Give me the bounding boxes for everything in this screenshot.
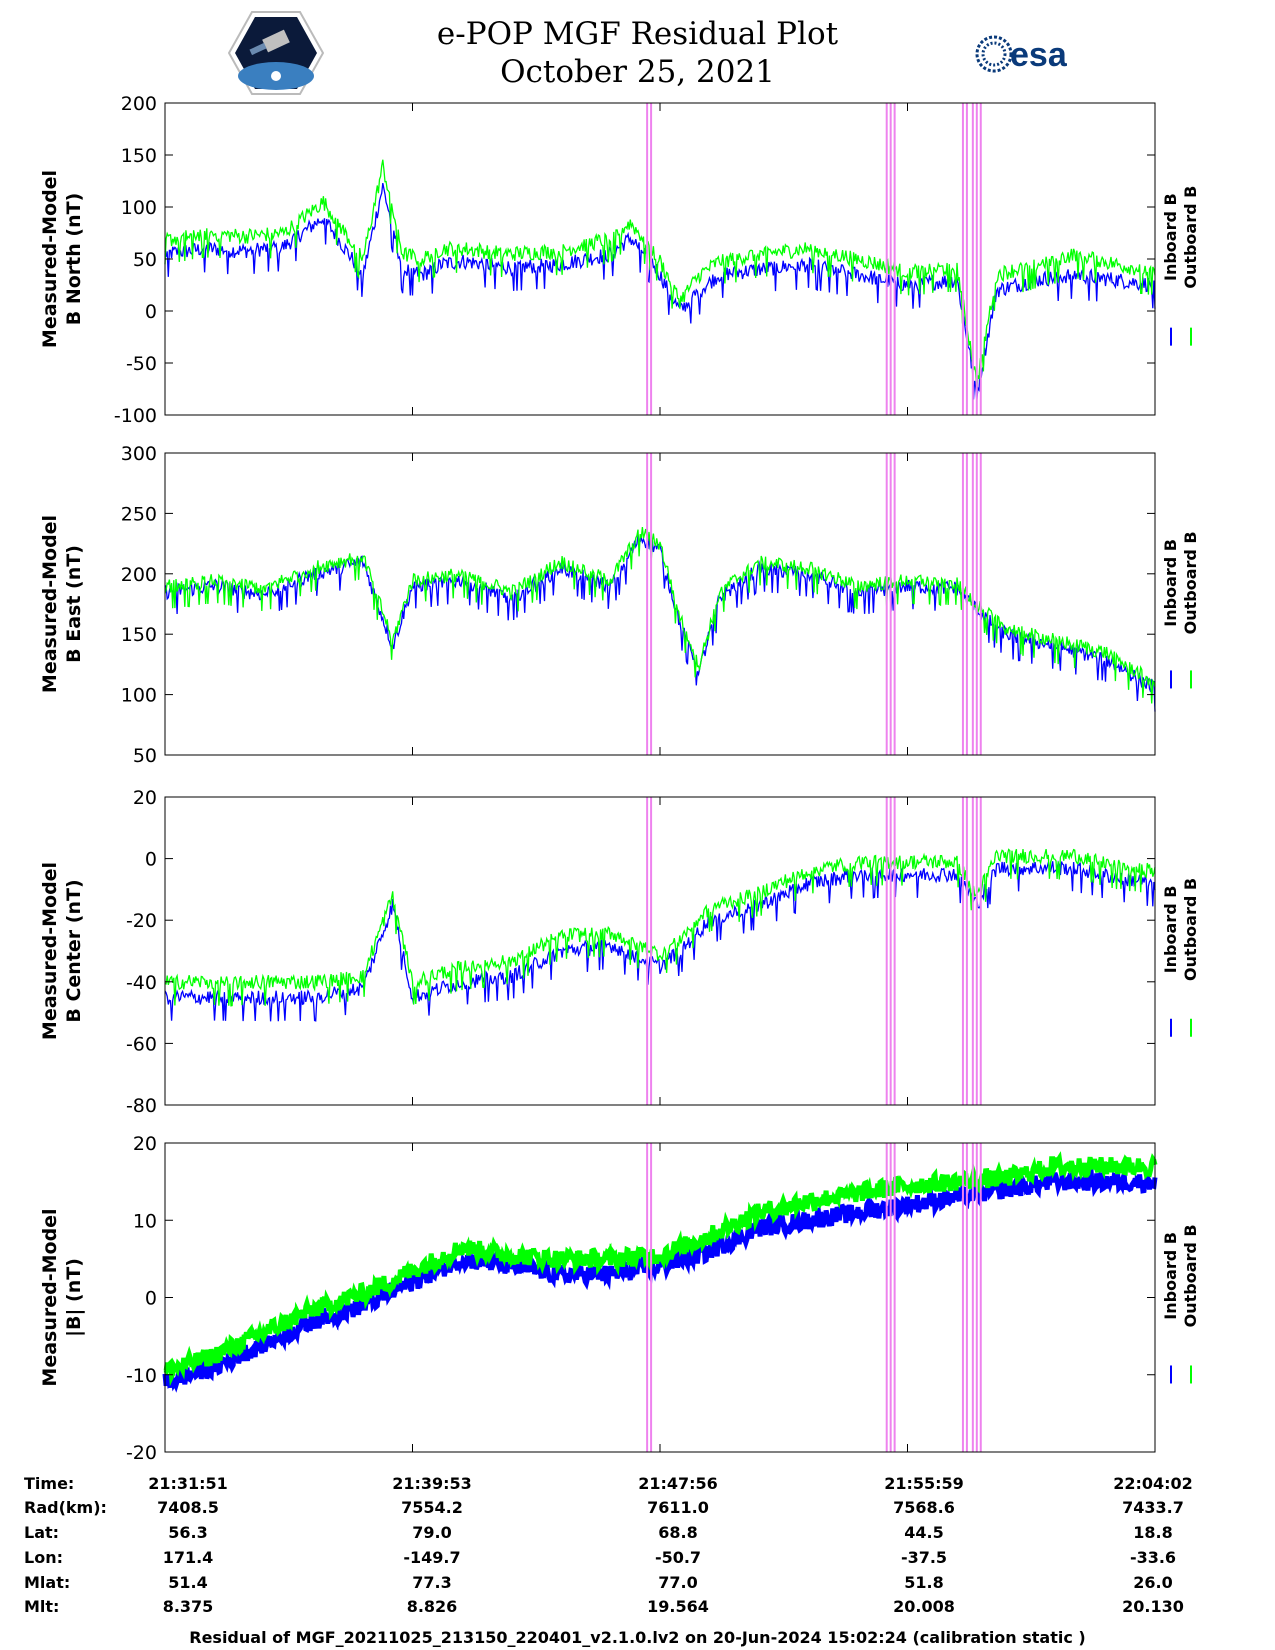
series-inboard-line <box>162 1168 1158 1393</box>
table-cell: 79.0 <box>412 1523 452 1542</box>
table-cell: -33.6 <box>1129 1548 1177 1567</box>
table-row-label: Mlt: <box>24 1597 60 1616</box>
table-cell: 7611.0 <box>647 1498 709 1517</box>
chart-title-line2: October 25, 2021 <box>500 54 775 90</box>
y-tick-label: 20 <box>133 1133 157 1155</box>
table-cell: -50.7 <box>654 1548 702 1567</box>
table-row-label: Lat: <box>24 1523 60 1542</box>
legend-label: Inboard B <box>1161 886 1180 974</box>
table-cell: 44.5 <box>904 1523 944 1542</box>
y-tick-label: 50 <box>133 249 157 271</box>
table-cell: 21:55:59 <box>884 1474 964 1493</box>
y-axis-label: Measured-Model <box>39 515 61 693</box>
legend-label: Inboard B <box>1161 1232 1180 1320</box>
y-tick-label: 0 <box>145 849 157 871</box>
panel-4: -20 -10 0 10 20 Measured-Model |B| (nT) Inboard… <box>39 1133 1200 1464</box>
footer-caption: Residual of MGF_20211025_213150_220401_v… <box>189 1628 1086 1647</box>
series-inboard-line <box>164 182 1156 401</box>
series-inboard-line <box>164 860 1156 1022</box>
y-tick-label: 200 <box>121 564 157 586</box>
table-cell: 21:31:51 <box>148 1474 228 1493</box>
y-tick-label: 300 <box>121 443 157 465</box>
table-cell: 21:47:56 <box>638 1474 718 1493</box>
legend-label: Inboard B <box>1161 193 1180 281</box>
y-tick-label: 150 <box>121 624 157 646</box>
table-cell: 77.3 <box>412 1573 452 1592</box>
y-tick-label: 20 <box>133 787 157 809</box>
table-cell: 26.0 <box>1133 1573 1173 1592</box>
table-cell: 51.8 <box>904 1573 944 1592</box>
y-tick-label: -50 <box>126 353 157 375</box>
y-tick-label: -20 <box>126 1442 157 1464</box>
esa-swirl-icon: esa <box>975 35 1068 74</box>
table-cell: 22:04:02 <box>1113 1474 1193 1493</box>
legend-label: Inboard B <box>1161 539 1180 627</box>
plot-frame <box>164 452 1156 756</box>
y-tick-label: 10 <box>133 1210 157 1232</box>
table-cell: 171.4 <box>162 1548 214 1567</box>
y-tick-label: 250 <box>121 503 157 525</box>
table-cell: 19.564 <box>647 1597 709 1616</box>
y-axis-label: Measured-Model <box>39 170 61 348</box>
table-cell: 56.3 <box>168 1523 208 1542</box>
table-cell: -149.7 <box>403 1548 461 1567</box>
esa-logo-text: esa <box>1010 36 1068 74</box>
y-tick-label: 0 <box>145 301 157 323</box>
table-cell: -37.5 <box>900 1548 948 1567</box>
table-cell: 51.4 <box>168 1573 208 1592</box>
y-tick-label: -40 <box>126 972 157 994</box>
panel-1: -100 -50 0 50 100 150 200 Measured-Model B North… <box>39 93 1200 427</box>
y-tick-label: -60 <box>126 1033 157 1055</box>
cassiope-logo-icon <box>228 11 324 95</box>
series-outboard-line <box>164 159 1156 390</box>
y-tick-label: 100 <box>121 197 157 219</box>
y-axis-label: Measured-Model <box>39 1208 61 1386</box>
panel-3: -80 -60 -40 -20 0 20 Measured-Model B Center (n… <box>39 787 1200 1117</box>
y-axis-label: Measured-Model <box>39 862 61 1040</box>
table-row-label: Mlat: <box>24 1573 71 1592</box>
table-cell: 7554.2 <box>401 1498 463 1517</box>
y-axis-label: B East (nT) <box>63 545 85 663</box>
y-tick-label: 50 <box>133 745 157 767</box>
legend-label: Outboard B <box>1181 1224 1200 1327</box>
legend-label: Outboard B <box>1181 186 1200 289</box>
series-outboard-line <box>163 1151 1158 1387</box>
table-cell: 18.8 <box>1133 1523 1173 1542</box>
y-axis-label: B Center (nT) <box>63 879 85 1022</box>
legend-label: Outboard B <box>1181 531 1200 634</box>
y-tick-label: 100 <box>121 685 157 707</box>
table-cell: 20.008 <box>893 1597 955 1616</box>
y-tick-label: 0 <box>145 1288 157 1310</box>
chart-title-line1: e-POP MGF Residual Plot <box>436 16 839 52</box>
plot-frame <box>164 796 1156 1106</box>
table-cell: 68.8 <box>658 1523 698 1542</box>
table-cell: 7568.6 <box>893 1498 955 1517</box>
plot-frame <box>164 102 1156 416</box>
table-row-label: Time: <box>24 1474 75 1493</box>
y-axis-label: |B| (nT) <box>63 1258 85 1337</box>
y-tick-label: -10 <box>126 1365 157 1387</box>
table-row-label: Rad(km): <box>24 1498 107 1517</box>
panel-2: 50 100 150 200 250 300 Measured-Model B East (n… <box>39 443 1200 767</box>
table-cell: 8.375 <box>162 1597 214 1616</box>
table-cell: 7408.5 <box>157 1498 219 1517</box>
table-cell: 7433.7 <box>1122 1498 1184 1517</box>
table-row-label: Lon: <box>24 1548 63 1567</box>
y-tick-label: -20 <box>126 910 157 932</box>
y-axis-label: B North (nT) <box>63 193 85 326</box>
table-cell: 20.130 <box>1122 1597 1184 1616</box>
legend-label: Outboard B <box>1181 878 1200 981</box>
series-outboard-line <box>164 848 1156 1007</box>
y-tick-label: -100 <box>114 405 157 427</box>
table-cell: 8.826 <box>406 1597 458 1616</box>
series-inboard-line <box>164 534 1156 712</box>
y-tick-label: 200 <box>121 93 157 115</box>
esa-logo: esa <box>972 32 1092 76</box>
table-cell: 21:39:53 <box>392 1474 472 1493</box>
series-outboard-line <box>164 527 1156 704</box>
y-tick-label: -80 <box>126 1095 157 1117</box>
table-cell: 77.0 <box>658 1573 698 1592</box>
y-tick-label: 150 <box>121 145 157 167</box>
